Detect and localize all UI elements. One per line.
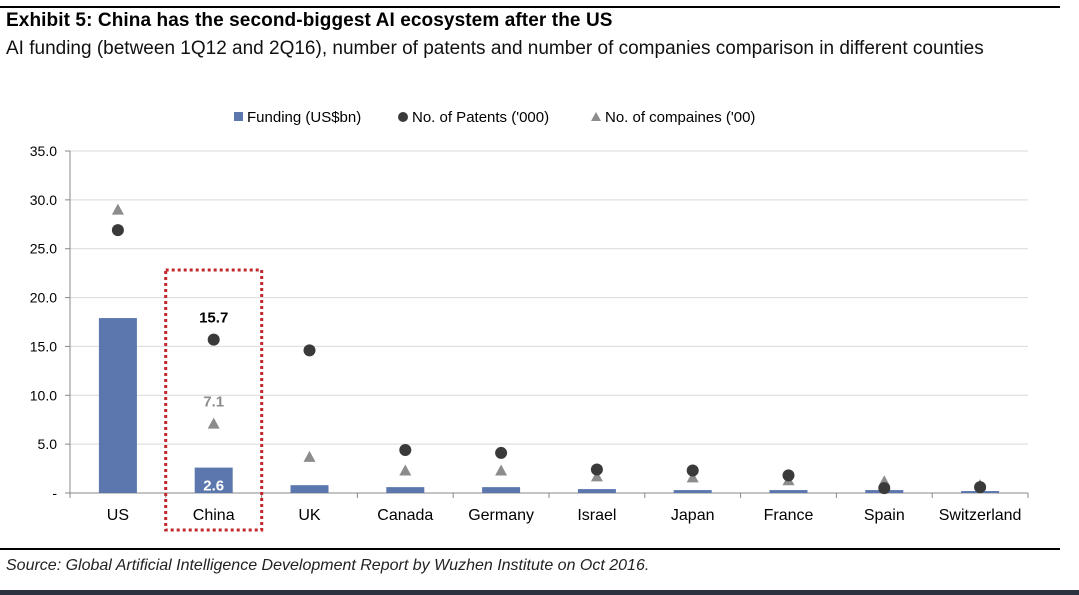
highlight-box (164, 268, 264, 532)
bar-funding (482, 487, 521, 493)
point-companies (495, 464, 508, 476)
point-patents (782, 469, 795, 482)
x-tick-label: US (107, 507, 129, 524)
bottom-bar (0, 590, 1079, 595)
y-tick-label: 25.0 (30, 241, 57, 257)
point-patents (495, 446, 508, 459)
bar-funding (98, 318, 137, 493)
bar-funding (577, 489, 616, 493)
legend-swatch-patents (398, 112, 408, 122)
point-patents (207, 333, 220, 346)
data-label: 7.1 (203, 394, 224, 411)
bar-funding (194, 467, 233, 493)
point-patents (878, 482, 891, 495)
bar-funding (290, 485, 329, 493)
point-companies (399, 464, 412, 476)
x-tick-label: Switzerland (939, 507, 1022, 524)
point-companies (303, 450, 316, 462)
x-tick-label: Israel (577, 507, 616, 524)
point-companies (111, 203, 124, 215)
point-companies (207, 417, 220, 429)
bar-funding (386, 487, 425, 493)
x-tick-label: France (764, 507, 814, 524)
data-label: 15.7 (199, 310, 228, 327)
legend-label: No. of Patents ('000) (412, 109, 549, 126)
chart-title: Exhibit 5: China has the second-biggest … (6, 10, 613, 31)
y-tick-label: 30.0 (30, 192, 57, 208)
source-divider (0, 548, 1060, 550)
legend-swatch-companies (591, 112, 601, 121)
x-tick-label: China (193, 507, 235, 524)
legend-label: Funding (US$bn) (247, 109, 361, 126)
x-tick-label: Germany (468, 507, 534, 524)
data-label: 2.6 (203, 478, 224, 495)
point-patents (974, 481, 987, 494)
source-note: Source: Global Artificial Intelligence D… (6, 557, 650, 574)
legend-swatch-funding (234, 112, 243, 121)
chart: - 5.0 10.0 15.0 20.0 25.0 30.0 35.0 US China UK Can… (30, 109, 1029, 532)
y-tick-label: 15.0 (30, 338, 57, 354)
x-tick-label: Canada (377, 507, 433, 524)
y-tick-label: 35.0 (30, 143, 57, 159)
chart-subtitle: AI funding (between 1Q12 and 2Q16), numb… (6, 38, 984, 59)
x-tick-label: UK (298, 507, 321, 524)
y-tick-label: - (52, 485, 57, 501)
point-patents (686, 464, 699, 477)
point-companies (686, 471, 699, 483)
y-tick-label: 20.0 (30, 290, 57, 306)
point-companies (590, 470, 603, 482)
point-patents (399, 444, 412, 457)
x-tick-label: Japan (671, 507, 715, 524)
y-tick-label: 5.0 (38, 436, 58, 452)
point-patents (590, 463, 603, 476)
bar-funding (673, 490, 712, 493)
point-patents (111, 224, 124, 237)
y-tick-label: 10.0 (30, 387, 57, 403)
bar-funding (769, 490, 808, 493)
point-patents (303, 344, 316, 357)
top-rule (0, 6, 1060, 8)
legend-label: No. of compaines ('00) (605, 109, 755, 126)
x-tick-label: Spain (864, 507, 905, 524)
